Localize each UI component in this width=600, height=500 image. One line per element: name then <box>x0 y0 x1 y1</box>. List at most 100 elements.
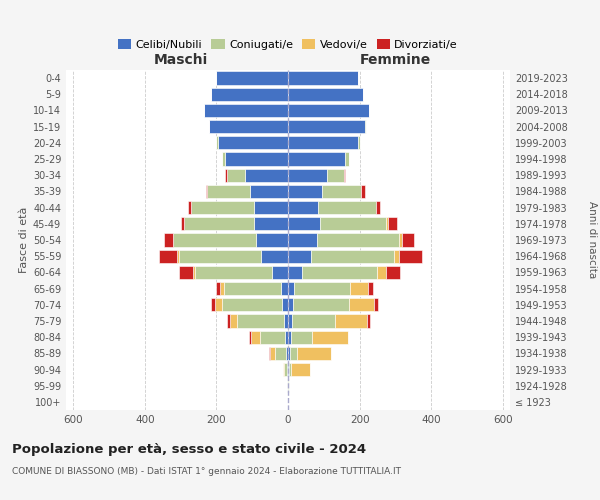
Bar <box>288 120 365 134</box>
Bar <box>173 234 256 246</box>
Bar <box>288 298 293 312</box>
Bar <box>215 298 223 312</box>
Bar <box>288 88 363 101</box>
Bar <box>286 346 288 360</box>
Bar <box>386 266 400 279</box>
Bar <box>290 363 310 376</box>
Bar <box>223 298 281 312</box>
Bar <box>184 217 254 230</box>
Bar <box>261 250 288 263</box>
Bar <box>320 217 386 230</box>
Legend: Celibi/Nubili, Coniugati/e, Vedovi/e, Divorziati/e: Celibi/Nubili, Coniugati/e, Vedovi/e, Di… <box>113 35 463 54</box>
Bar <box>288 72 358 85</box>
Bar <box>377 266 386 279</box>
Bar <box>281 282 288 295</box>
Bar <box>254 217 288 230</box>
Bar <box>281 298 288 312</box>
Bar <box>208 185 250 198</box>
Bar <box>251 330 260 344</box>
Bar <box>386 217 388 230</box>
Bar <box>206 185 208 198</box>
Bar <box>250 330 251 344</box>
Bar <box>188 201 191 214</box>
Bar <box>361 185 365 198</box>
Bar <box>226 168 227 182</box>
Text: Anni di nascita: Anni di nascita <box>587 202 597 278</box>
Bar <box>376 201 380 214</box>
Bar <box>179 250 261 263</box>
Bar <box>288 363 289 376</box>
Bar <box>195 266 272 279</box>
Bar <box>222 152 226 166</box>
Bar <box>288 185 322 198</box>
Bar <box>224 282 281 295</box>
Bar <box>230 314 237 328</box>
Bar <box>284 363 287 376</box>
Bar <box>181 217 184 230</box>
Bar <box>288 234 317 246</box>
Bar <box>288 104 368 117</box>
Bar <box>317 234 399 246</box>
Text: COMUNE DI BIASSONO (MB) - Dati ISTAT 1° gennaio 2024 - Elaborazione TUTTITALIA.I: COMUNE DI BIASSONO (MB) - Dati ISTAT 1° … <box>12 468 401 476</box>
Bar <box>220 282 224 295</box>
Bar <box>159 250 177 263</box>
Bar <box>288 282 295 295</box>
Bar <box>179 266 193 279</box>
Bar <box>218 136 288 149</box>
Bar <box>345 152 349 166</box>
Bar <box>254 201 288 214</box>
Bar <box>215 282 220 295</box>
Bar <box>291 330 313 344</box>
Bar <box>335 314 367 328</box>
Bar <box>399 250 422 263</box>
Bar <box>204 104 288 117</box>
Bar <box>269 346 270 360</box>
Bar <box>295 282 350 295</box>
Text: Femmine: Femmine <box>360 53 431 67</box>
Bar <box>283 363 284 376</box>
Bar <box>328 168 343 182</box>
Bar <box>245 168 288 182</box>
Bar <box>288 201 319 214</box>
Bar <box>285 330 288 344</box>
Bar <box>374 298 378 312</box>
Text: Popolazione per età, sesso e stato civile - 2024: Popolazione per età, sesso e stato civil… <box>12 442 366 456</box>
Bar <box>288 152 345 166</box>
Bar <box>343 168 345 182</box>
Bar <box>217 72 288 85</box>
Bar <box>256 234 288 246</box>
Bar <box>275 346 286 360</box>
Text: Maschi: Maschi <box>154 53 208 67</box>
Bar <box>290 346 297 360</box>
Bar <box>302 266 377 279</box>
Bar <box>191 201 254 214</box>
Bar <box>288 266 302 279</box>
Bar <box>215 136 217 149</box>
Bar <box>399 234 402 246</box>
Bar <box>209 120 288 134</box>
Bar <box>293 298 349 312</box>
Bar <box>237 314 284 328</box>
Bar <box>193 266 195 279</box>
Bar <box>365 120 366 134</box>
Bar <box>270 346 275 360</box>
Bar <box>287 363 288 376</box>
Bar <box>311 250 394 263</box>
Bar <box>284 314 288 328</box>
Bar <box>250 185 288 198</box>
Bar <box>164 234 173 246</box>
Bar <box>394 250 399 263</box>
Bar <box>292 314 335 328</box>
Bar <box>313 330 348 344</box>
Y-axis label: Fasce di età: Fasce di età <box>19 207 29 273</box>
Bar <box>402 234 415 246</box>
Bar <box>288 314 292 328</box>
Bar <box>349 298 374 312</box>
Bar <box>260 330 285 344</box>
Bar <box>288 250 311 263</box>
Bar <box>226 152 288 166</box>
Bar <box>288 217 320 230</box>
Bar <box>288 168 328 182</box>
Bar <box>350 282 368 295</box>
Bar <box>272 266 288 279</box>
